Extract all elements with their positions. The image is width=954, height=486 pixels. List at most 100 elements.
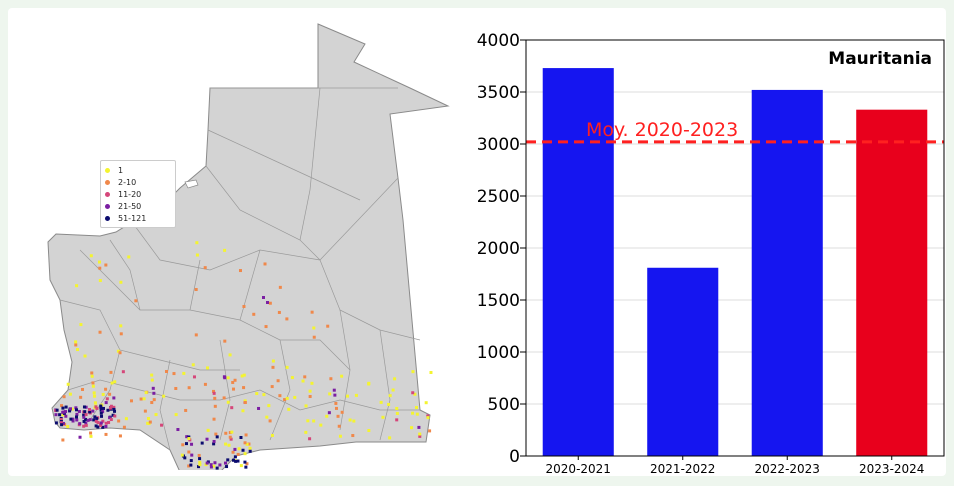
case-point xyxy=(244,465,248,469)
case-point xyxy=(54,413,58,417)
case-point xyxy=(150,401,154,405)
case-point xyxy=(257,406,261,410)
case-point xyxy=(237,447,241,451)
case-point xyxy=(267,404,271,408)
case-point xyxy=(83,354,87,358)
case-point xyxy=(197,465,201,469)
case-point xyxy=(206,366,210,370)
legend-label: 21-50 xyxy=(118,201,142,211)
case-point xyxy=(312,326,316,330)
case-point xyxy=(61,406,65,410)
case-point xyxy=(226,458,230,462)
case-point xyxy=(238,269,242,273)
case-point xyxy=(194,288,198,292)
y-tick-label: 0 xyxy=(509,447,520,467)
case-point xyxy=(90,374,94,378)
case-point xyxy=(98,330,102,334)
case-point xyxy=(92,391,96,395)
case-point xyxy=(410,426,414,430)
case-point xyxy=(98,266,102,270)
mauritania-map xyxy=(47,23,450,473)
case-point xyxy=(94,424,98,428)
case-point xyxy=(75,408,79,412)
case-point xyxy=(243,399,247,403)
case-point xyxy=(185,435,189,439)
case-point xyxy=(228,431,232,435)
case-point xyxy=(148,420,152,424)
case-point xyxy=(270,385,274,389)
case-point xyxy=(82,415,86,419)
case-point xyxy=(64,414,68,418)
bar xyxy=(856,109,928,457)
case-point xyxy=(107,420,111,424)
case-point xyxy=(176,428,180,432)
case-point xyxy=(215,435,219,439)
case-point xyxy=(99,411,103,415)
case-point xyxy=(233,447,237,451)
case-point xyxy=(106,408,110,412)
case-point xyxy=(78,422,82,426)
legend-item: 21-50 xyxy=(105,200,171,212)
case-point xyxy=(101,392,105,396)
case-point xyxy=(352,419,356,423)
legend-label: 11-20 xyxy=(118,189,142,199)
case-point xyxy=(134,299,138,303)
case-point xyxy=(213,396,217,400)
case-point xyxy=(191,363,195,367)
case-point xyxy=(84,421,88,425)
case-point xyxy=(230,430,234,434)
case-point xyxy=(198,463,202,467)
case-point xyxy=(118,434,122,438)
case-point xyxy=(245,462,249,466)
case-point xyxy=(93,401,97,405)
case-point xyxy=(285,365,289,369)
case-point xyxy=(127,255,131,259)
case-point xyxy=(262,296,265,299)
bar-chart: 0 500 1000 1500 2000 2500 3000 3500 4000 2020-202… xyxy=(477,31,945,476)
case-point xyxy=(381,415,385,419)
case-point xyxy=(215,466,219,470)
chart-title: Mauritania xyxy=(828,49,932,69)
case-point xyxy=(109,404,113,408)
case-point xyxy=(415,412,419,416)
case-point xyxy=(301,379,305,383)
case-point xyxy=(84,423,88,427)
case-point xyxy=(203,266,207,270)
x-tick-label: 2022-2023 xyxy=(755,462,820,476)
case-point xyxy=(379,400,383,404)
case-point xyxy=(70,407,74,411)
case-point xyxy=(411,391,415,395)
case-point xyxy=(244,433,248,437)
case-point xyxy=(144,391,148,395)
case-point xyxy=(139,397,143,401)
case-point xyxy=(91,381,95,385)
case-point xyxy=(277,310,281,314)
case-point xyxy=(129,399,133,403)
case-point xyxy=(388,394,392,398)
case-point xyxy=(55,408,59,412)
case-point xyxy=(218,463,222,467)
case-point xyxy=(213,461,217,465)
case-point xyxy=(426,414,430,418)
case-point xyxy=(154,413,158,417)
case-point xyxy=(424,401,428,405)
case-point xyxy=(113,409,117,413)
case-point xyxy=(248,449,252,453)
case-point xyxy=(240,374,244,378)
case-point xyxy=(105,397,109,401)
case-point xyxy=(84,413,88,417)
case-point xyxy=(113,380,117,384)
region-borders xyxy=(59,87,421,451)
case-point xyxy=(226,400,230,404)
case-point xyxy=(101,419,105,423)
case-point xyxy=(213,404,217,408)
case-point xyxy=(212,389,216,393)
case-point xyxy=(345,394,349,398)
case-point xyxy=(99,408,103,412)
case-point xyxy=(265,415,269,419)
case-point xyxy=(117,419,121,423)
legend-marker xyxy=(105,203,110,209)
case-point xyxy=(79,323,83,327)
case-point xyxy=(268,419,272,423)
case-point xyxy=(93,415,97,419)
